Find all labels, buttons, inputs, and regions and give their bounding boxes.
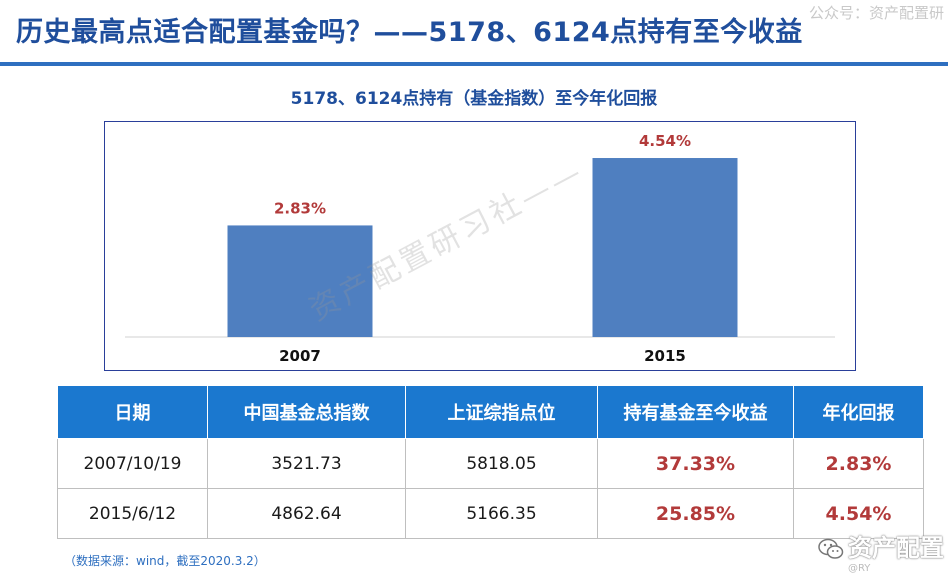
- cell-annualized-return: 4.54%: [793, 488, 924, 539]
- watermark-bottom-text: 资产配置: [848, 534, 944, 562]
- table-header-row: 日期 中国基金总指数 上证综指点位 持有基金至今收益 年化回报: [57, 385, 924, 439]
- header-shanghai-index: 上证综指点位: [405, 385, 598, 439]
- cell-fund-index: 4862.64: [207, 488, 406, 539]
- page-title: 历史最高点适合配置基金吗？——5178、6124点持有至今收益: [16, 17, 803, 48]
- watermark-bottom-sub: @RY: [848, 563, 871, 574]
- watermark-top-text: 公众号：资产配置研: [808, 4, 944, 22]
- source-note: （数据来源：wind，截至2020.3.2）: [64, 554, 266, 568]
- wechat-icon: [818, 538, 844, 559]
- cell-date: 2007/10/19: [57, 438, 208, 489]
- header-holding-return: 持有基金至今收益: [597, 385, 794, 439]
- chart-title: 5178、6124点持有（基金指数）至今年化回报: [290, 89, 658, 109]
- header-date: 日期: [57, 385, 208, 439]
- data-label-2007: 2.83%: [274, 199, 326, 217]
- cell-holding-return: 25.85%: [597, 488, 794, 539]
- table-row: 2007/10/19 3521.73 5818.05 37.33% 2.83%: [57, 438, 924, 489]
- data-label-2015: 4.54%: [639, 132, 691, 150]
- title-divider: [0, 62, 948, 66]
- x-tick-label-2015: 2015: [644, 347, 686, 365]
- header-annualized-return: 年化回报: [793, 385, 924, 439]
- returns-table: 日期 中国基金总指数 上证综指点位 持有基金至今收益 年化回报 2007/10/…: [57, 385, 924, 539]
- bar-2007: [227, 225, 373, 337]
- watermark-bottom: 资产配置 @RY: [818, 528, 944, 574]
- cell-annualized-return: 2.83%: [793, 438, 924, 489]
- cell-shanghai-index: 5818.05: [405, 438, 598, 489]
- header-fund-index: 中国基金总指数: [207, 385, 406, 439]
- table-row: 2015/6/12 4862.64 5166.35 25.85% 4.54%: [57, 488, 924, 539]
- chart-frame: 2.83% 2007 4.54% 2015: [104, 121, 856, 371]
- bar-2015: [592, 158, 738, 337]
- cell-date: 2015/6/12: [57, 488, 208, 539]
- cell-shanghai-index: 5166.35: [405, 488, 598, 539]
- bar-chart: 2.83% 2007 4.54% 2015: [125, 132, 835, 365]
- x-tick-label-2007: 2007: [279, 347, 321, 365]
- cell-fund-index: 3521.73: [207, 438, 406, 489]
- cell-holding-return: 37.33%: [597, 438, 794, 489]
